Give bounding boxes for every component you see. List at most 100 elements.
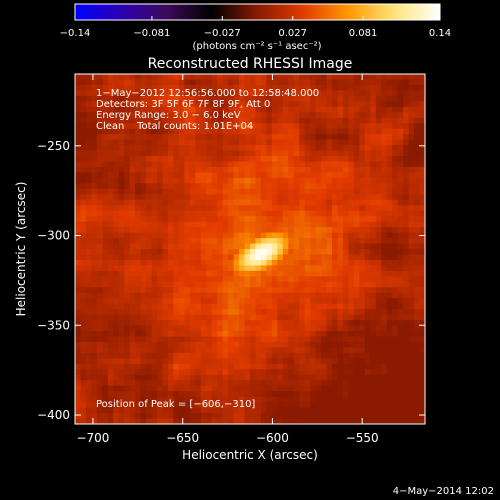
heatmap-cell [91,117,98,124]
heatmap-cell [206,183,213,190]
heatmap-cell [332,391,339,398]
heatmap-cell [342,270,350,277]
heatmap-cell [206,188,213,195]
heatmap-cell [118,320,125,327]
heatmap-cell [326,123,333,130]
heatmap-cell [146,254,153,261]
heatmap-cell [129,243,136,250]
heatmap-cell [91,150,98,157]
heatmap-cell [359,363,366,370]
heatmap-cell [140,238,147,245]
heatmap-cell [419,270,425,277]
heatmap-cell [244,407,251,414]
heatmap-cell [146,374,153,381]
heatmap-cell [408,363,415,370]
heatmap-cell [189,123,196,130]
heatmap-cell [91,238,98,245]
heatmap-cell [403,128,410,135]
heatmap-cell [353,101,360,108]
heatmap-cell [326,276,333,283]
heatmap-cell [282,402,289,409]
heatmap-cell [80,276,87,283]
heatmap-cell [178,188,185,195]
heatmap-cell [315,413,322,420]
heatmap-cell [140,194,147,201]
heatmap-cell [277,161,284,168]
heatmap-cell [266,407,273,414]
heatmap-cell [151,232,158,239]
heatmap-cell [315,188,322,195]
heatmap-cell [85,363,93,370]
heatmap-cell [200,106,207,113]
heatmap-cell [403,183,410,190]
heatmap-cell [310,205,317,212]
heatmap-cell [260,281,268,288]
heatmap-cell [178,84,185,92]
heatmap-cell [255,221,262,228]
heatmap-cell [342,396,350,403]
heatmap-cell [195,249,202,256]
heatmap-cell [200,363,207,370]
heatmap-cell [211,380,218,387]
heatmap-cell [228,380,235,387]
heatmap-cell [184,320,191,327]
heatmap-cell [162,287,169,294]
heatmap-cell [282,287,289,294]
heatmap-cell [75,166,82,174]
heatmap-cell [178,139,185,146]
heatmap-cell [146,298,153,305]
heatmap-cell [151,101,158,108]
heatmap-cell [195,188,202,195]
heatmap-cell [113,177,120,184]
heatmap-cell [403,172,410,179]
heatmap-cell [113,183,120,190]
heatmap-cell [266,331,273,338]
heatmap-cell [364,380,371,387]
heatmap-cell [299,325,306,332]
heatmap-cell [91,407,98,414]
heatmap-cell [118,249,125,256]
heatmap-cell [304,139,311,146]
heatmap-cell [102,259,109,267]
heatmap-cell [228,150,235,157]
heatmap-cell [310,309,317,316]
heatmap-cell [304,172,311,179]
heatmap-cell [228,243,235,250]
heatmap-cell [75,210,82,217]
heatmap-cell [386,325,393,332]
heatmap-cell [217,259,224,267]
heatmap-cell [233,259,240,267]
heatmap-cell [244,227,251,234]
heatmap-cell [80,243,87,250]
heatmap-cell [321,254,328,261]
heatmap-cell [206,331,213,338]
heatmap-cell [113,374,120,381]
heatmap-cell [414,363,421,370]
heatmap-cell [266,95,273,102]
heatmap-cell [96,194,103,201]
heatmap-cell [293,106,300,113]
heatmap-cell [304,413,311,420]
heatmap-cell [173,210,180,217]
heatmap-cell [217,210,224,217]
heatmap-cell [80,150,87,157]
heatmap-cell [200,391,207,398]
heatmap-cell [102,188,109,195]
heatmap-cell [129,106,136,113]
heatmap-cell [348,341,355,349]
heatmap-cell [135,199,142,206]
heatmap-cell [146,117,153,124]
heatmap-cell [107,320,114,327]
heatmap-cell [239,161,246,168]
heatmap-cell [118,243,125,250]
heatmap-cell [293,380,300,387]
heatmap-cell [255,79,262,86]
heatmap-cell [293,347,300,354]
heatmap-cell [250,221,257,228]
heatmap-cell [173,216,180,223]
heatmap-cell [266,161,273,168]
heatmap-cell [140,210,147,217]
heatmap-cell [342,259,350,267]
heatmap-cell [146,123,153,130]
heatmap-cell [364,374,371,381]
